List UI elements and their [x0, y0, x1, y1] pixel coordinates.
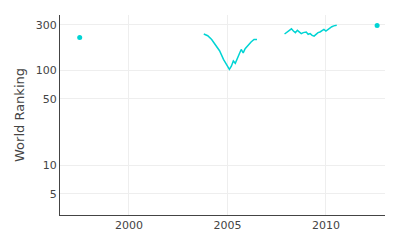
svg-text:2000: 2000: [115, 219, 143, 232]
svg-text:2010: 2010: [312, 219, 340, 232]
svg-text:World Ranking: World Ranking: [12, 68, 27, 162]
svg-text:2005: 2005: [213, 219, 241, 232]
svg-text:50: 50: [43, 93, 57, 106]
svg-text:10: 10: [43, 159, 57, 172]
svg-text:300: 300: [36, 19, 57, 32]
svg-text:5: 5: [50, 188, 57, 201]
svg-text:100: 100: [36, 64, 57, 77]
